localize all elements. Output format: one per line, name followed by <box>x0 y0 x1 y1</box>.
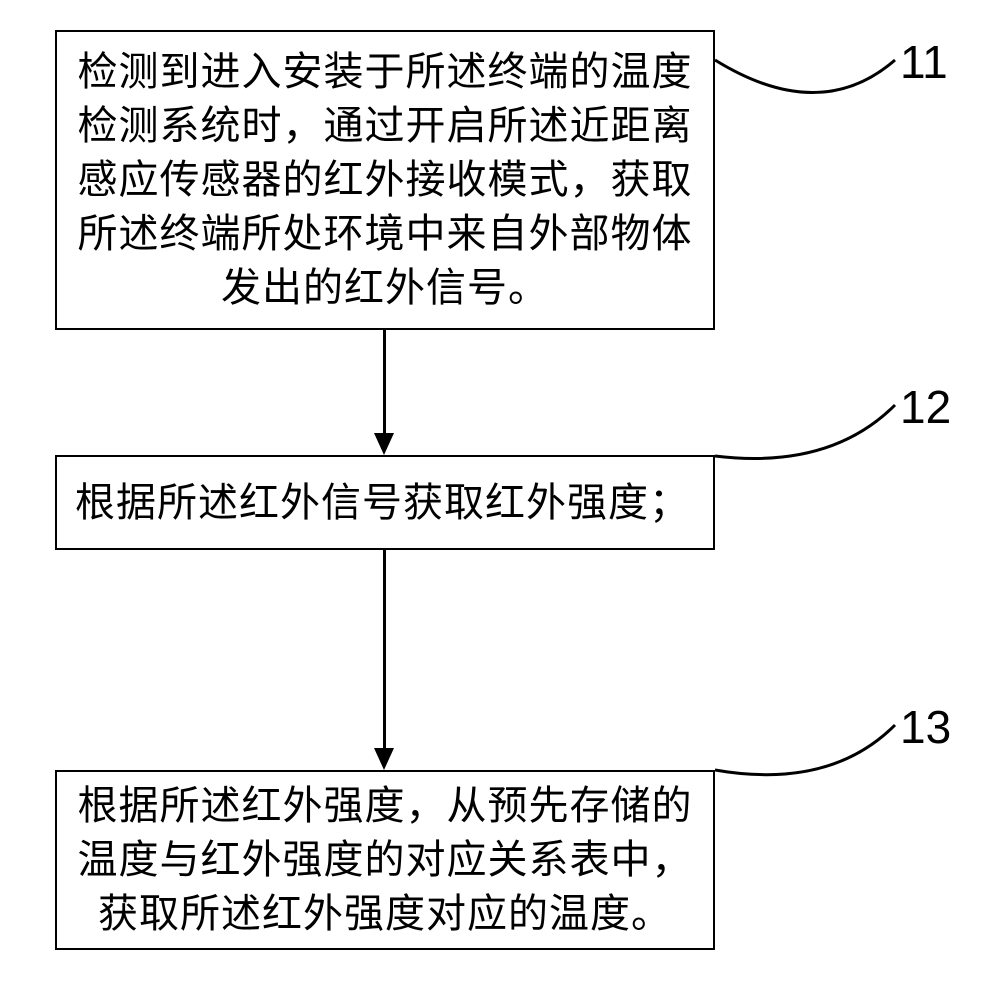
connector-curve-3 <box>0 0 1000 983</box>
flowchart-container: 检测到进入安装于所述终端的温度检测系统时，通过开启所述近距离感应传感器的红外接收… <box>0 0 1000 983</box>
